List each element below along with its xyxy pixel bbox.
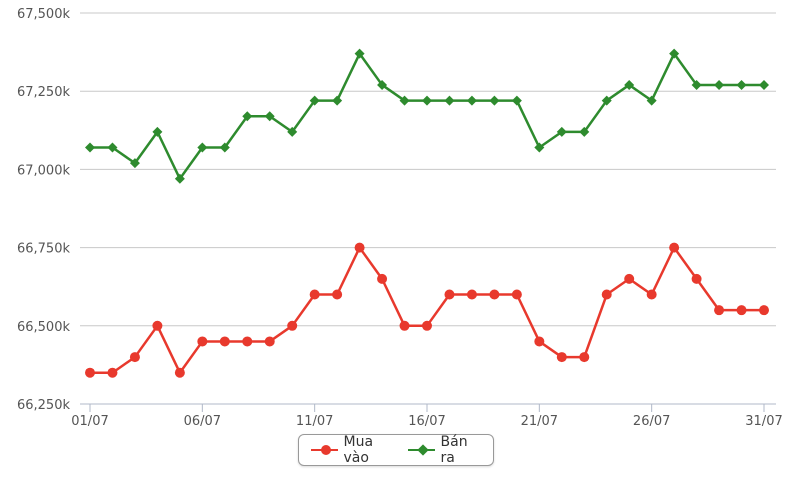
data-point[interactable] — [556, 126, 567, 137]
data-point[interactable] — [129, 158, 140, 169]
data-point[interactable] — [332, 95, 343, 106]
data-point[interactable] — [601, 95, 612, 106]
legend: Mua vào Bán ra — [298, 434, 494, 466]
legend-label-ban-ra: Bán ra — [440, 434, 468, 466]
data-point[interactable] — [197, 336, 208, 347]
y-tick-label: 66,500k — [17, 320, 70, 335]
legend-item-mua-vao[interactable]: Mua vào — [311, 434, 396, 466]
data-point[interactable] — [691, 79, 702, 90]
series-line — [90, 246, 764, 374]
data-point[interactable] — [309, 289, 320, 300]
x-tick-label: 26/07 — [633, 414, 670, 429]
data-point[interactable] — [736, 79, 747, 90]
data-point[interactable] — [422, 320, 432, 331]
data-point[interactable] — [624, 273, 635, 284]
data-point[interactable] — [691, 273, 702, 284]
legend-item-ban-ra[interactable]: Bán ra — [408, 434, 481, 466]
x-tick-label: 01/07 — [71, 414, 108, 429]
data-point[interactable] — [489, 95, 500, 106]
data-point[interactable] — [534, 142, 545, 153]
x-tick-label: 11/07 — [296, 414, 333, 429]
y-tick-label: 67,000k — [17, 163, 70, 178]
grid-lines — [80, 12, 776, 405]
data-point[interactable] — [354, 48, 365, 59]
x-tick-label: 16/07 — [408, 414, 445, 429]
y-tick-label: 66,750k — [17, 242, 70, 257]
data-point[interactable] — [534, 336, 545, 347]
data-point[interactable] — [197, 142, 208, 153]
data-point[interactable] — [85, 367, 95, 378]
data-point[interactable] — [736, 305, 747, 316]
data-point[interactable] — [556, 352, 567, 363]
data-point[interactable] — [287, 320, 298, 331]
data-point[interactable] — [354, 242, 365, 253]
series-mua-vao — [85, 242, 769, 378]
data-point[interactable] — [444, 95, 455, 106]
data-point[interactable] — [714, 305, 725, 316]
data-point[interactable] — [579, 126, 590, 137]
data-point[interactable] — [624, 79, 635, 90]
data-point[interactable] — [511, 289, 522, 300]
y-axis-ticks: 66,250k 66,500k 66,750k 67,000k 67,250k 67,50… — [17, 7, 70, 413]
data-point[interactable] — [399, 95, 410, 106]
data-point[interactable] — [422, 95, 432, 106]
data-point[interactable] — [579, 352, 590, 363]
data-point[interactable] — [444, 289, 455, 300]
data-point[interactable] — [264, 336, 275, 347]
data-point[interactable] — [309, 95, 320, 106]
series-line — [90, 52, 764, 181]
data-point[interactable] — [714, 79, 725, 90]
x-axis: 01/07 06/07 11/07 16/07 21/07 26/07 31/07 — [71, 404, 783, 429]
data-point[interactable] — [646, 95, 657, 106]
legend-label-mua-vao: Mua vào — [343, 434, 374, 466]
y-tick-label: 67,500k — [17, 7, 70, 22]
data-point[interactable] — [174, 173, 185, 184]
data-point[interactable] — [152, 320, 163, 331]
data-point[interactable] — [669, 48, 680, 59]
x-tick-label: 21/07 — [521, 414, 558, 429]
data-point[interactable] — [759, 305, 769, 316]
data-point[interactable] — [669, 242, 680, 253]
legend-swatch-diamond-icon — [408, 443, 435, 457]
data-point[interactable] — [287, 126, 298, 137]
data-point[interactable] — [85, 142, 95, 153]
data-point[interactable] — [107, 142, 118, 153]
data-point[interactable] — [489, 289, 500, 300]
legend-swatch-circle-icon — [311, 443, 338, 457]
series-ban-ra — [85, 48, 769, 184]
data-point[interactable] — [399, 320, 410, 331]
data-point[interactable] — [264, 111, 275, 122]
data-point[interactable] — [759, 79, 769, 90]
data-point[interactable] — [152, 126, 163, 137]
data-point[interactable] — [242, 111, 253, 122]
data-point[interactable] — [332, 289, 343, 300]
y-tick-label: 67,250k — [17, 85, 70, 100]
x-tick-label: 31/07 — [745, 414, 782, 429]
data-point[interactable] — [219, 336, 230, 347]
data-point[interactable] — [377, 79, 388, 90]
series-group — [85, 48, 769, 378]
data-point[interactable] — [377, 273, 388, 284]
data-point[interactable] — [129, 352, 140, 363]
data-point[interactable] — [601, 289, 612, 300]
y-tick-label: 66,250k — [17, 398, 70, 413]
data-point[interactable] — [107, 367, 118, 378]
data-point[interactable] — [466, 289, 477, 300]
data-point[interactable] — [219, 142, 230, 153]
data-point[interactable] — [646, 289, 657, 300]
data-point[interactable] — [242, 336, 253, 347]
data-point[interactable] — [466, 95, 477, 106]
x-tick-label: 06/07 — [184, 414, 221, 429]
data-point[interactable] — [174, 367, 185, 378]
data-point[interactable] — [511, 95, 522, 106]
